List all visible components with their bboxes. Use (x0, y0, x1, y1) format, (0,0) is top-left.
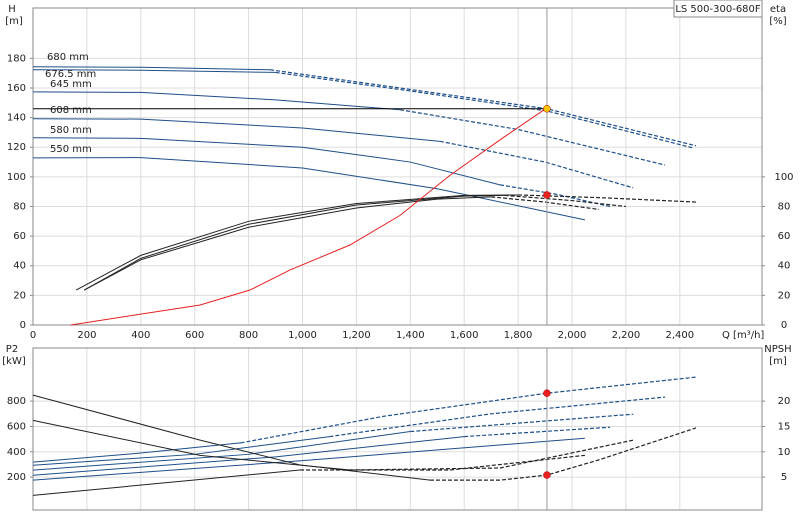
y-tick-label: 180 (7, 53, 26, 64)
curve (32, 66, 271, 71)
y-tick-label: 120 (7, 142, 26, 153)
x-tick-label: 800 (239, 330, 258, 341)
x-tick-label: 1,800 (504, 330, 533, 341)
y2-tick-label: 100 (774, 172, 793, 183)
curve (83, 194, 505, 291)
y-tick-label: 160 (7, 83, 26, 94)
y2-tick-label: 20 (778, 396, 791, 407)
curve (32, 436, 465, 476)
curve (32, 437, 585, 481)
curve (399, 109, 666, 166)
curve (349, 439, 634, 471)
operating-point (543, 104, 551, 113)
curve (32, 118, 440, 142)
operating-point (543, 471, 551, 479)
curve (32, 394, 431, 481)
x-tick-label: 1,600 (450, 330, 479, 341)
curve (499, 184, 611, 208)
y2-tick-label: 15 (778, 421, 791, 432)
curve (75, 194, 519, 291)
y2-tick-label: 10 (778, 447, 791, 458)
curve (32, 431, 411, 471)
curve (270, 69, 697, 147)
y2-axis-unit: [m] (769, 356, 787, 367)
y-tick-label: 0 (20, 320, 26, 331)
y2-tick-label: 40 (778, 261, 791, 272)
y-tick-label: 100 (7, 172, 26, 183)
y2-axis-label: eta (770, 4, 786, 15)
x-tick-label: 2,400 (665, 330, 694, 341)
curve (429, 427, 697, 481)
y-tick-label: 400 (7, 447, 26, 458)
x-tick-label: 0 (30, 330, 36, 341)
curve (275, 71, 694, 149)
y2-axis-unit: [%] (769, 16, 786, 27)
y-tick-label: 800 (7, 396, 26, 407)
y-tick-label: 20 (13, 290, 26, 301)
curve (32, 157, 586, 221)
y-tick-label: 600 (7, 421, 26, 432)
x-tick-label: 1,400 (396, 330, 425, 341)
curve (300, 454, 586, 471)
curve-label: 645 mm (50, 79, 92, 90)
x-tick-label: 1,000 (288, 330, 317, 341)
curve-label: 680 mm (47, 52, 89, 63)
y2-tick-label: 60 (778, 231, 791, 242)
y2-tick-label: 80 (778, 201, 791, 212)
y-tick-label: 80 (13, 201, 26, 212)
y2-tick-label: 20 (778, 290, 791, 301)
y-tick-label: 60 (13, 231, 26, 242)
curve (491, 196, 600, 211)
x-tick-label: 200 (77, 330, 96, 341)
operating-point (543, 191, 551, 199)
x-tick-label: 1,200 (342, 330, 371, 341)
y-tick-label: 140 (7, 113, 26, 124)
plot-frame (32, 7, 763, 326)
curve (240, 376, 697, 444)
curve (504, 194, 626, 208)
y-tick-label: 200 (7, 472, 26, 483)
curve (32, 442, 241, 463)
model-box (673, 0, 763, 18)
operating-point (543, 389, 551, 397)
y-axis-label: P2 (6, 344, 18, 355)
plot-frame (32, 347, 763, 511)
x-tick-label: 2,200 (612, 330, 641, 341)
y-axis-unit: [kW] (2, 356, 26, 367)
y-tick-label: 40 (13, 261, 26, 272)
curve (32, 137, 501, 186)
y-axis-unit: [m] (5, 16, 23, 27)
y2-axis-label: NPSH (764, 344, 791, 355)
x-tick-label: 400 (131, 330, 150, 341)
curve (32, 419, 350, 471)
curve (329, 396, 666, 438)
curve (70, 107, 548, 326)
model-name: LS 500-300-680F (675, 4, 761, 15)
x-tick-label: 2,000 (558, 330, 587, 341)
curve (32, 91, 401, 111)
curve (439, 140, 634, 189)
curve (410, 413, 634, 433)
curve-label: 580 mm (50, 125, 92, 136)
x-axis-label: Q [m³/h] (722, 330, 764, 341)
curve (32, 69, 276, 73)
curve-label: 550 mm (50, 144, 92, 155)
curve (83, 196, 492, 291)
curve (32, 469, 301, 496)
curve-label: 608 mm (50, 105, 92, 116)
y2-tick-label: 0 (781, 320, 787, 331)
x-tick-label: 600 (185, 330, 204, 341)
curve-label: 676.5 mm (45, 69, 96, 80)
curve (464, 426, 611, 438)
y2-tick-label: 5 (781, 472, 787, 483)
y-axis-label: H (8, 4, 16, 15)
